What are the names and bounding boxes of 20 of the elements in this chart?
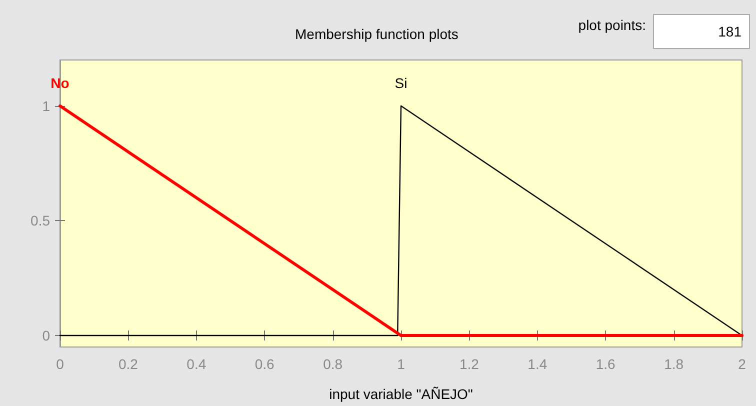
y-tick-label: 1	[42, 98, 50, 114]
series-label: Si	[394, 74, 408, 91]
x-tick-label: 0.4	[186, 356, 206, 372]
x-tick-label: 2	[738, 356, 746, 372]
x-tick-label: 1.6	[596, 356, 616, 372]
y-tick-label: 0	[42, 328, 50, 344]
x-tick-label: 0.6	[254, 356, 275, 372]
x-tick-label: 0.8	[323, 356, 343, 372]
x-tick-label: 0	[56, 356, 64, 372]
text: plot points:	[578, 17, 646, 33]
chart-title: Membership function plots	[295, 26, 458, 42]
x-tick-label: 1	[397, 356, 406, 372]
y-tick-label: 0.5	[30, 212, 50, 229]
x-tick-label: 1.2	[459, 356, 480, 372]
x-tick-label: 0.2	[118, 356, 138, 372]
text: 181	[718, 24, 742, 40]
x-tick-label: 1.4	[528, 356, 548, 372]
x-tick-label: 1.8	[664, 356, 684, 372]
x-axis-title: input variable "AÑEJO"	[329, 386, 473, 402]
series-label: No	[50, 74, 70, 91]
